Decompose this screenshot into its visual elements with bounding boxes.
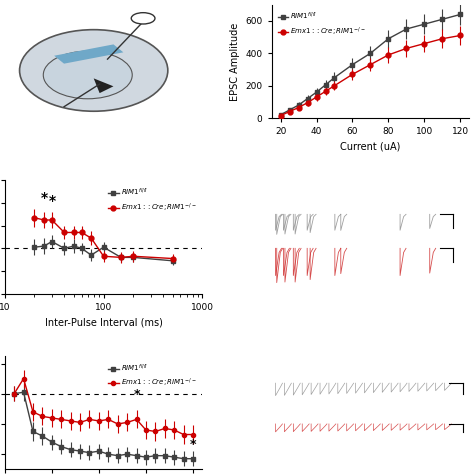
Polygon shape — [54, 45, 123, 64]
Ellipse shape — [19, 30, 168, 111]
Legend: $RIM1^{fl/fl}$, $Emx1::Cre;RIM1^{-/-}$: $RIM1^{fl/fl}$, $Emx1::Cre;RIM1^{-/-}$ — [275, 8, 369, 41]
Text: *: * — [190, 438, 196, 451]
X-axis label: Current (uA): Current (uA) — [340, 142, 401, 152]
Legend: $RIM1^{fl/fl}$, $Emx1::Cre;RIM1^{-/-}$: $RIM1^{fl/fl}$, $Emx1::Cre;RIM1^{-/-}$ — [105, 359, 199, 392]
Legend: $RIM1^{fl/fl}$, $Emx1::Cre;RIM1^{-/-}$: $RIM1^{fl/fl}$, $Emx1::Cre;RIM1^{-/-}$ — [105, 184, 199, 217]
Ellipse shape — [43, 51, 132, 99]
Text: *: * — [48, 193, 55, 208]
Text: *: * — [133, 388, 140, 401]
X-axis label: Inter-Pulse Interval (ms): Inter-Pulse Interval (ms) — [45, 317, 163, 327]
Polygon shape — [94, 78, 113, 93]
Y-axis label: EPSC Amplitude: EPSC Amplitude — [230, 22, 240, 100]
Text: *: * — [40, 191, 47, 205]
Ellipse shape — [131, 13, 155, 24]
